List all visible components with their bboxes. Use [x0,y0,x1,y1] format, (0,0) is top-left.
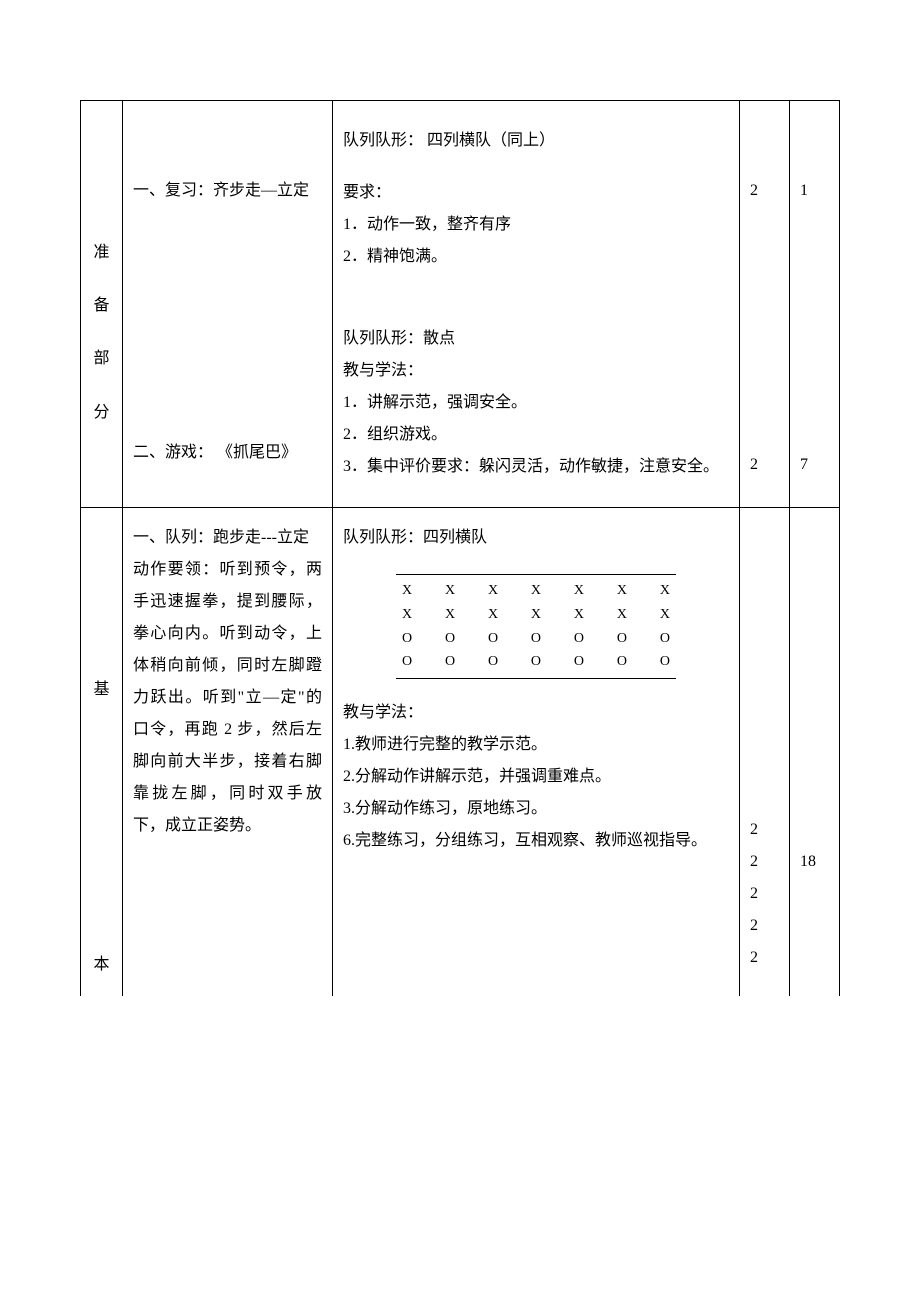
formation-marker: X [402,579,412,603]
method-line: 2.分解动作讲解示范，并强调重难点。 [343,761,729,793]
formation-row: X X X X X X X [396,603,676,627]
formation-marker: X [617,579,627,603]
stage-char: 分 [93,395,109,430]
times-value: 2 [750,910,779,942]
formation-marker: X [617,603,627,627]
basic-content-title: 一、队列：跑步走---立定 [133,522,322,554]
lesson-plan-page: 准 备 部 分 一、复习：齐步走—立定 二、游戏： 《抓尾巴》 队列队形： 四列… [0,0,920,1056]
method-line: 3．集中评价要求：躲闪灵活，动作敏捷，注意安全。 [343,451,729,483]
formation-marker: O [445,627,455,651]
stage-char: 部 [93,341,109,376]
minutes-value: 7 [800,449,829,481]
method-line: 6.完整练习，分组练习，互相观察、教师巡视指导。 [343,825,729,857]
prep-times-cell: 2 2 [740,101,790,508]
times-value: 2 [750,846,779,878]
prep-item1-content: 一、复习：齐步走—立定 [133,175,322,207]
formation-label: 队列队形：散点 [343,323,729,355]
formation-marker: X [574,579,584,603]
req-line: 1．动作一致，整齐有序 [343,209,729,241]
formation-marker: X [445,579,455,603]
formation-marker: O [617,627,627,651]
basic-minutes-cell: 18 [790,508,840,997]
formation-marker: O [531,627,541,651]
basic-content-cell: 一、队列：跑步走---立定 动作要领：听到预令，两手迅速握拳，提到腰际，拳心向内… [123,508,333,997]
formation-row: O O O O O O O [396,650,676,674]
basic-times-cell: 2 2 2 2 2 [740,508,790,997]
formation-border-line [396,574,676,575]
formation-marker: O [660,627,670,651]
formation-label: 队列队形： 四列横队（同上） [343,125,729,157]
prep-row: 准 备 部 分 一、复习：齐步走—立定 二、游戏： 《抓尾巴》 队列队形： 四列… [81,101,840,508]
method-line: 1．讲解示范，强调安全。 [343,387,729,419]
basic-stage-cell: 基 本 [81,508,123,997]
times-value: 2 [750,449,779,481]
formation-marker: O [402,627,412,651]
formation-marker: O [574,650,584,674]
minutes-value: 18 [800,846,829,878]
formation-marker: O [531,650,541,674]
method-title: 教与学法： [343,355,729,387]
formation-marker: X [488,579,498,603]
formation-marker: O [445,650,455,674]
formation-diagram: X X X X X X X X X X X X X X [396,574,676,679]
formation-marker: X [660,579,670,603]
formation-marker: O [617,650,627,674]
formation-marker: X [660,603,670,627]
formation-marker: X [402,603,412,627]
method-line: 3.分解动作练习，原地练习。 [343,793,729,825]
formation-marker: X [445,603,455,627]
stage-char: 基 [93,672,109,707]
lesson-plan-table: 准 备 部 分 一、复习：齐步走—立定 二、游戏： 《抓尾巴》 队列队形： 四列… [80,100,840,996]
times-value: 2 [750,878,779,910]
prep-stage-cell: 准 备 部 分 [81,101,123,508]
formation-marker: X [574,603,584,627]
basic-content-body: 动作要领：听到预令，两手迅速握拳，提到腰际，拳心向内。听到动令，上体稍向前倾，同… [133,554,322,842]
method-line: 1.教师进行完整的教学示范。 [343,729,729,761]
prep-minutes-cell: 1 7 [790,101,840,508]
prep-content-cell: 一、复习：齐步走—立定 二、游戏： 《抓尾巴》 [123,101,333,508]
formation-marker: X [531,579,541,603]
req-line: 2．精神饱满。 [343,241,729,273]
formation-marker: O [488,627,498,651]
formation-marker: O [660,650,670,674]
formation-marker: O [402,650,412,674]
formation-marker: O [574,627,584,651]
formation-row: X X X X X X X [396,579,676,603]
stage-char: 备 [93,288,109,323]
formation-label: 队列队形：四列横队 [343,522,729,554]
stage-char: 准 [93,235,109,270]
req-title: 要求： [343,177,729,209]
method-title: 教与学法： [343,697,729,729]
formation-marker: O [488,650,498,674]
basic-row: 基 本 一、队列：跑步走---立定 动作要领：听到预令，两手迅速握拳，提到腰际，… [81,508,840,997]
formation-border-line [396,678,676,679]
prep-method-cell: 队列队形： 四列横队（同上） 要求： 1．动作一致，整齐有序 2．精神饱满。 队… [333,101,740,508]
minutes-value: 1 [800,175,829,207]
times-value: 2 [750,175,779,207]
times-value: 2 [750,942,779,974]
formation-marker: X [531,603,541,627]
method-line: 2．组织游戏。 [343,419,729,451]
formation-row: O O O O O O O [396,627,676,651]
prep-item2-content: 二、游戏： 《抓尾巴》 [133,437,322,469]
stage-char: 本 [93,947,109,982]
times-value: 2 [750,814,779,846]
formation-marker: X [488,603,498,627]
basic-method-cell: 队列队形：四列横队 X X X X X X X X X X X X [333,508,740,997]
